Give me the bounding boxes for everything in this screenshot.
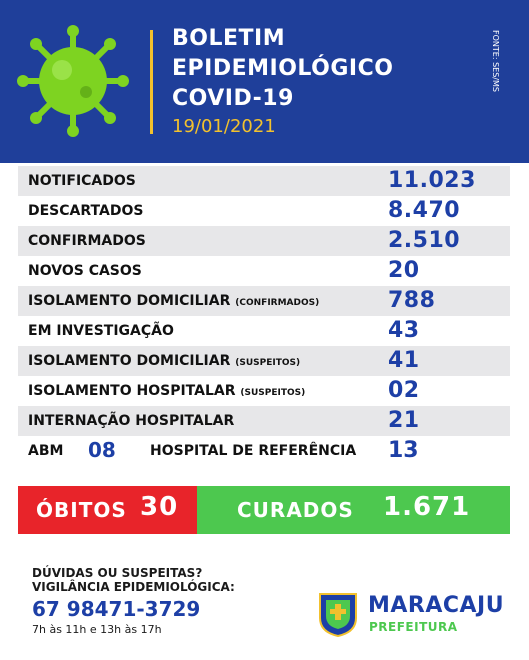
hospital-value: 13 <box>388 438 419 463</box>
source-text: FONTE: SES/MS <box>491 30 500 92</box>
header-banner: BOLETIM EPIDEMIOLÓGICO COVID-19 19/01/20… <box>0 0 529 163</box>
deaths-value: 30 <box>140 492 179 522</box>
title-line-3: COVID-19 <box>172 86 294 111</box>
title-line-2: EPIDEMIOLÓGICO <box>172 56 394 81</box>
row-label: NOVOS CASOS <box>28 263 142 279</box>
row-value: 21 <box>388 408 420 433</box>
service-text: VIGILÂNCIA EPIDEMIOLÓGICA: <box>32 580 235 594</box>
row-label: ISOLAMENTO DOMICILIAR (CONFIRMADOS) <box>28 293 320 309</box>
deaths-band: ÓBITOS 30 <box>18 486 197 534</box>
phone-number[interactable]: 67 98471-3729 <box>32 597 201 621</box>
source-note: FONTE: SES/MS <box>488 30 504 140</box>
contact-block: DÚVIDAS OU SUSPEITAS? VIGILÂNCIA EPIDEMI… <box>32 566 235 638</box>
bulletin-date: 19/01/2021 <box>172 116 276 137</box>
row-value: 788 <box>388 288 436 313</box>
row-label: INTERNAÇÃO HOSPITALAR <box>28 413 235 429</box>
title-line-1: BOLETIM <box>172 26 286 51</box>
row-value: 8.470 <box>388 198 461 223</box>
city-crest-icon <box>319 593 357 638</box>
row-value: 41 <box>388 348 420 373</box>
row-sublabel: (CONFIRMADOS) <box>235 298 320 308</box>
table-row: ISOLAMENTO DOMICILIAR (CONFIRMADOS) 788 <box>18 286 510 316</box>
table-row: CONFIRMADOS 2.510 <box>18 226 510 256</box>
city-name: MARACAJU <box>368 593 505 618</box>
table-row: EM INVESTIGAÇÃO 43 <box>18 316 510 346</box>
abm-label: ABM <box>28 443 64 459</box>
row-label: ISOLAMENTO DOMICILIAR (SUSPEITOS) <box>28 353 301 369</box>
row-label: DESCARTADOS <box>28 203 144 219</box>
row-value: 20 <box>388 258 420 283</box>
table-row: INTERNAÇÃO HOSPITALAR 21 <box>18 406 510 436</box>
row-value: 43 <box>388 318 420 343</box>
row-sublabel: (SUSPEITOS) <box>235 358 301 368</box>
table-row-abm: ABM 08 HOSPITAL DE REFERÊNCIA 13 <box>18 436 510 466</box>
row-value: 11.023 <box>388 168 476 193</box>
prefeitura-label: PREFEITURA <box>369 620 458 634</box>
table-row: DESCARTADOS 8.470 <box>18 196 510 226</box>
table-row: ISOLAMENTO DOMICILIAR (SUSPEITOS) 41 <box>18 346 510 376</box>
opening-hours: 7h às 11h e 13h às 17h <box>32 623 162 636</box>
recovered-label: CURADOS <box>237 498 354 522</box>
table-row: ISOLAMENTO HOSPITALAR (SUSPEITOS) 02 <box>18 376 510 406</box>
table-row: NOTIFICADOS 11.023 <box>18 166 510 196</box>
row-label: CONFIRMADOS <box>28 233 146 249</box>
row-value: 2.510 <box>388 228 461 253</box>
abm-value: 08 <box>88 438 116 462</box>
hospital-label: HOSPITAL DE REFERÊNCIA <box>150 443 357 459</box>
row-label: EM INVESTIGAÇÃO <box>28 323 174 339</box>
table-row: NOVOS CASOS 20 <box>18 256 510 286</box>
row-value: 02 <box>388 378 420 403</box>
virus-icon <box>17 25 129 137</box>
recovered-value: 1.671 <box>383 492 471 522</box>
question-text: DÚVIDAS OU SUSPEITAS? <box>32 566 203 580</box>
row-label: ISOLAMENTO HOSPITALAR (SUSPEITOS) <box>28 383 306 399</box>
row-sublabel: (SUSPEITOS) <box>240 388 306 398</box>
divider-line <box>150 30 153 134</box>
row-label: NOTIFICADOS <box>28 173 136 189</box>
deaths-label: ÓBITOS <box>36 498 127 522</box>
recovered-band: CURADOS 1.671 <box>197 486 510 534</box>
stats-table: NOTIFICADOS 11.023 DESCARTADOS 8.470 CON… <box>18 166 510 466</box>
